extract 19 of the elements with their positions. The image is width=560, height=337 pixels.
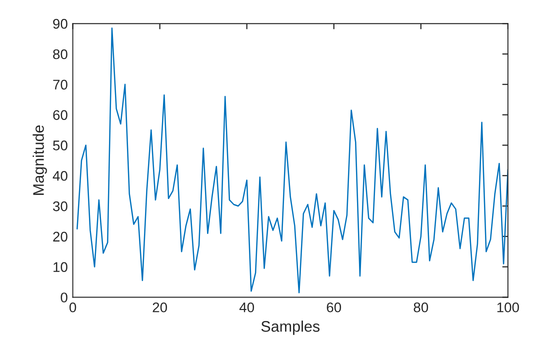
y-tick-label: 80 bbox=[53, 49, 68, 60]
x-tick-label: 100 bbox=[497, 302, 519, 312]
y-tick-label: 90 bbox=[53, 18, 68, 29]
y-tick-label: 40 bbox=[52, 170, 68, 181]
line-series bbox=[76, 28, 508, 294]
y-tick-label: 20 bbox=[53, 232, 68, 242]
x-tick-label: 60 bbox=[326, 302, 342, 312]
y-tick-label: 0 bbox=[60, 292, 68, 302]
x-axis-title: Samples bbox=[261, 320, 320, 335]
y-tick-label: 70 bbox=[53, 80, 68, 90]
y-tick-label: 10 bbox=[54, 262, 68, 272]
x-tick-label: 80 bbox=[414, 302, 428, 312]
x-tick-label: 20 bbox=[152, 302, 168, 312]
y-axis-title: Magnitude bbox=[32, 125, 47, 195]
y-tick-label: 30 bbox=[53, 201, 68, 212]
x-tick-label: 40 bbox=[239, 302, 254, 312]
y-tick-label: 50 bbox=[53, 140, 68, 150]
y-tick-label: 60 bbox=[53, 110, 68, 120]
x-tick-label: 0 bbox=[69, 302, 76, 312]
